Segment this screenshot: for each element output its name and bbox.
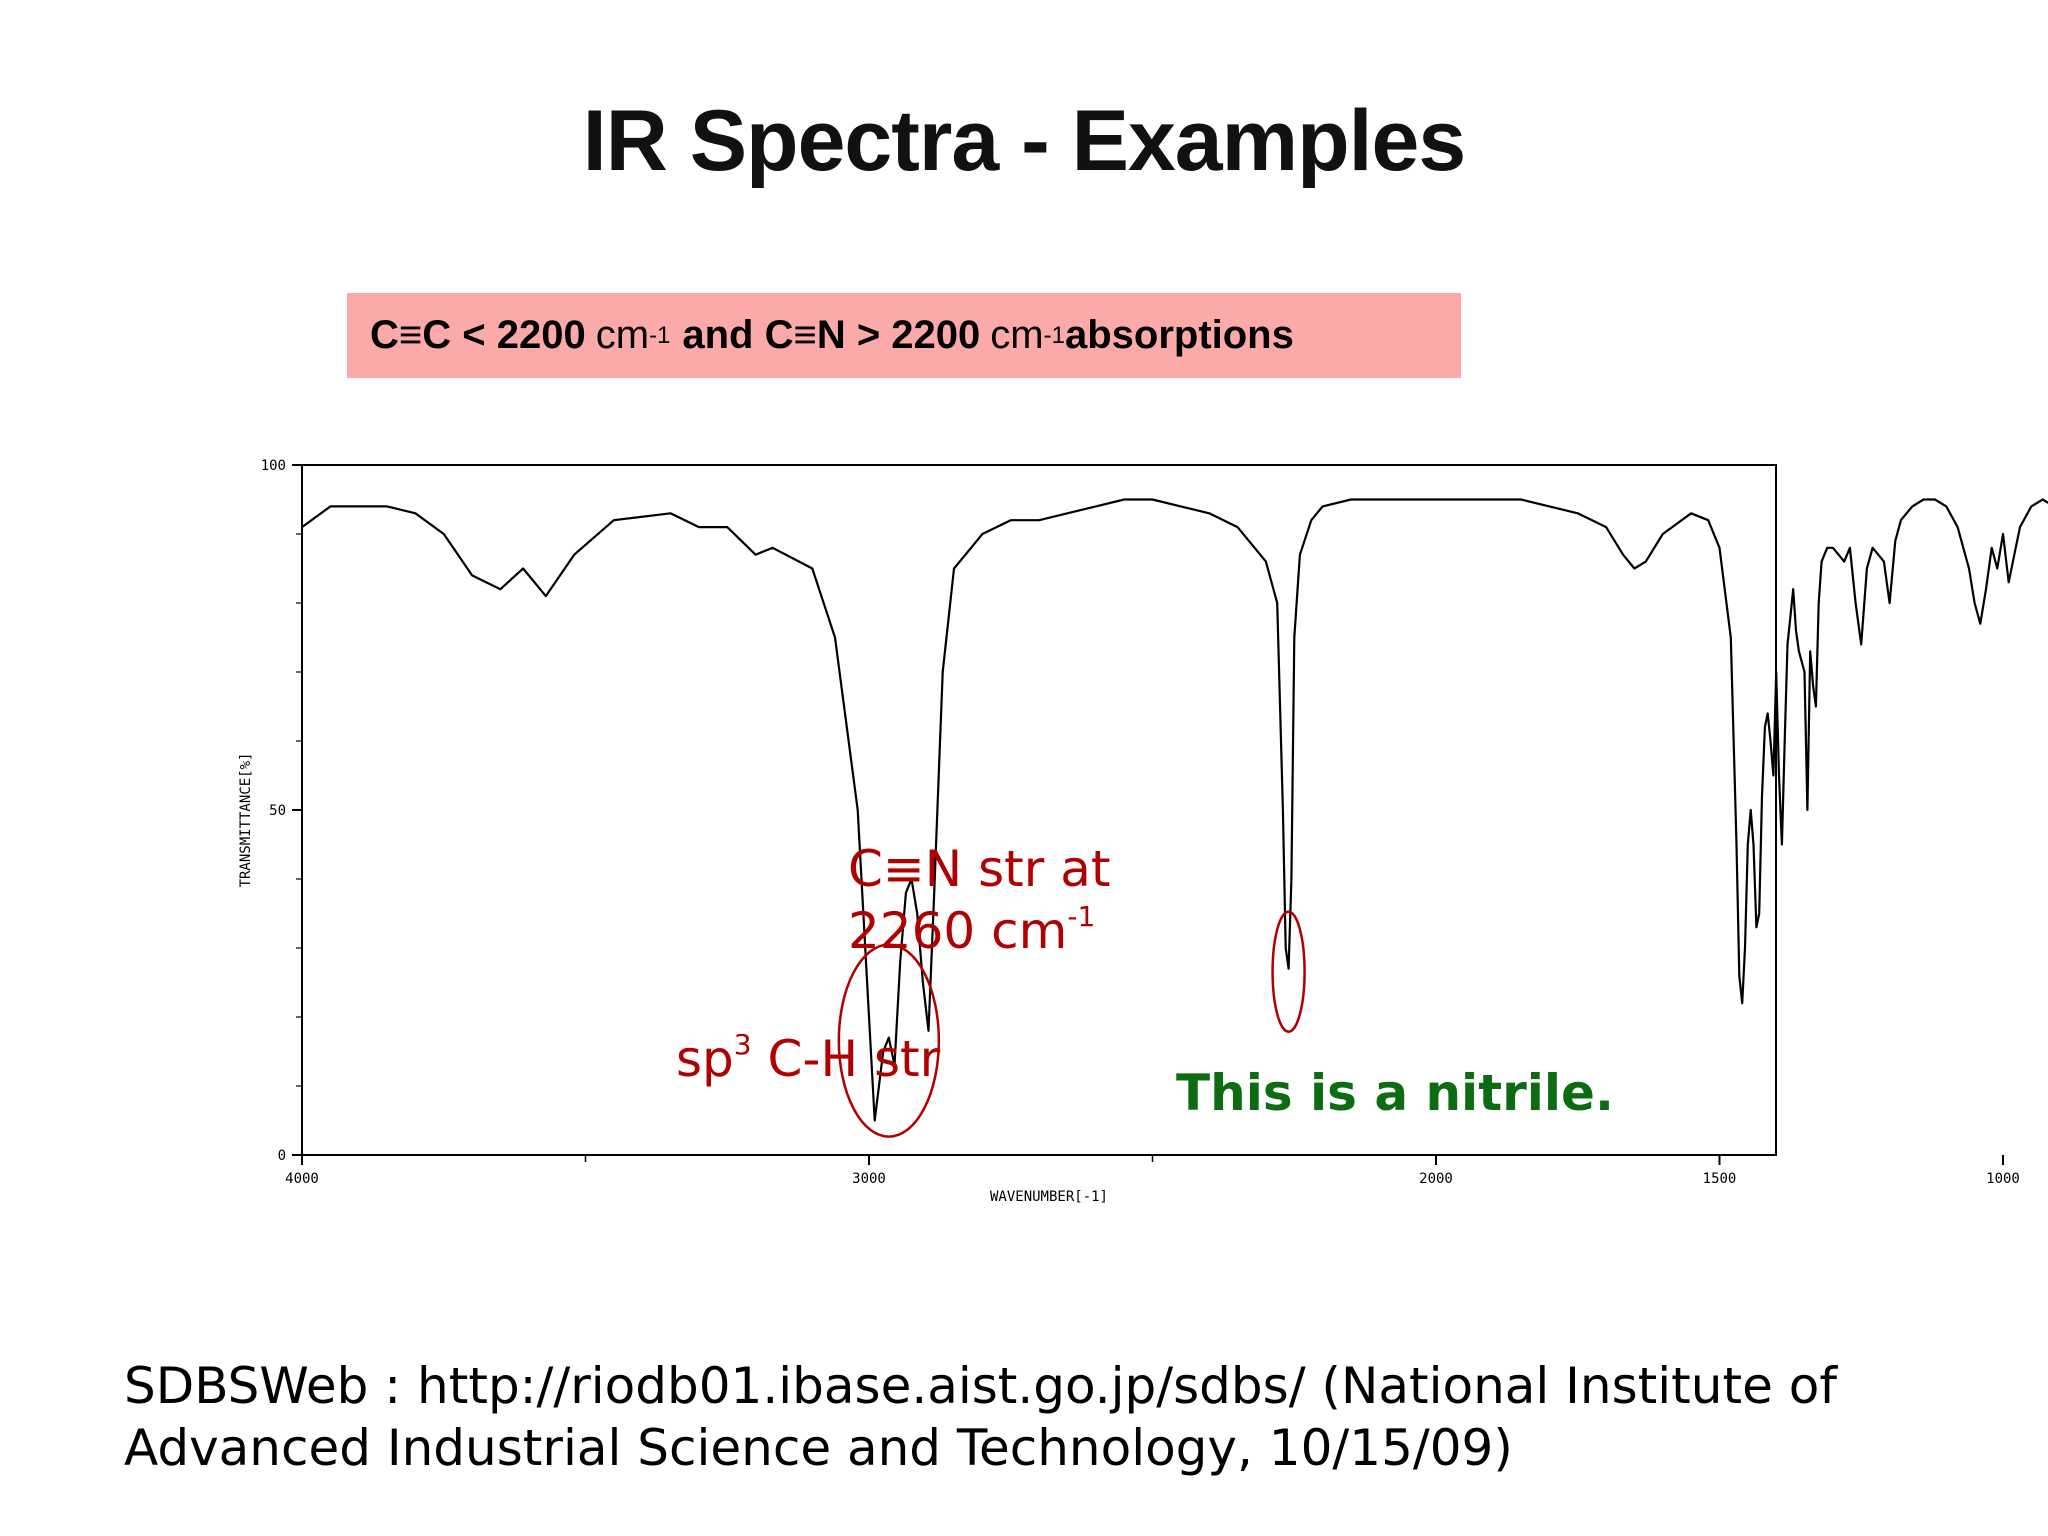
- chart-axes: 40003000200015001000500050100: [261, 458, 2020, 1187]
- callout-box: C≡C < 2200 cm -1 and C≡N > 2200 cm -1 abso…: [347, 293, 1461, 378]
- x-tick-label-4000: 4000: [285, 1171, 319, 1187]
- callout-unit1: cm: [595, 313, 650, 357]
- source-citation: SDBSWeb : http://riodb01.ibase.aist.go.j…: [124, 1357, 1837, 1477]
- conclusion-text: This is a nitrile.: [1176, 1064, 1614, 1122]
- y-axis-label: TRANSMITTANCE[%]: [238, 753, 254, 888]
- y-tick-label-0: 0: [278, 1148, 286, 1164]
- ch-annotation: sp3 C-H str: [676, 1030, 940, 1088]
- x-tick-label-2000: 2000: [1419, 1171, 1453, 1187]
- y-tick-label-100: 100: [261, 458, 286, 474]
- ch-annotation-prefix: sp: [676, 1030, 734, 1088]
- x-tick-label-1000: 1000: [1986, 1171, 2020, 1187]
- callout-part1: C≡C < 2200: [370, 313, 586, 357]
- x-tick-label-3000: 3000: [852, 1171, 886, 1187]
- callout-part3: and C≡N > 2200: [682, 313, 981, 357]
- spectrum-line-0: [301, 498, 2048, 1122]
- y-tick-label-50: 50: [269, 803, 286, 819]
- annotation-ellipse-ch-stretch: [837, 943, 941, 1138]
- annotation-ellipses: [837, 910, 1306, 1138]
- x-axis-label: WAVENUMBER[-1]: [990, 1189, 1108, 1205]
- chart-marks: [301, 498, 2048, 1122]
- ch-annotation-suffix: C-H str: [751, 1030, 941, 1088]
- cn-annotation-line1: C≡N str at: [848, 840, 1111, 898]
- x-tick-label-1500: 1500: [1703, 1171, 1737, 1187]
- cn-annotation-value: 2260 cm: [848, 902, 1068, 960]
- callout-part5: absorptions: [1064, 313, 1294, 357]
- page-title: IR Spectra - Examples: [582, 93, 1466, 189]
- ch-annotation-sup: 3: [733, 1028, 752, 1061]
- cn-annotation-sup: -1: [1067, 900, 1096, 933]
- callout-unit2: cm: [990, 313, 1044, 357]
- cn-annotation-line2: 2260 cm-1: [848, 902, 1095, 960]
- annotation-ellipse-cn-stretch: [1271, 910, 1306, 1033]
